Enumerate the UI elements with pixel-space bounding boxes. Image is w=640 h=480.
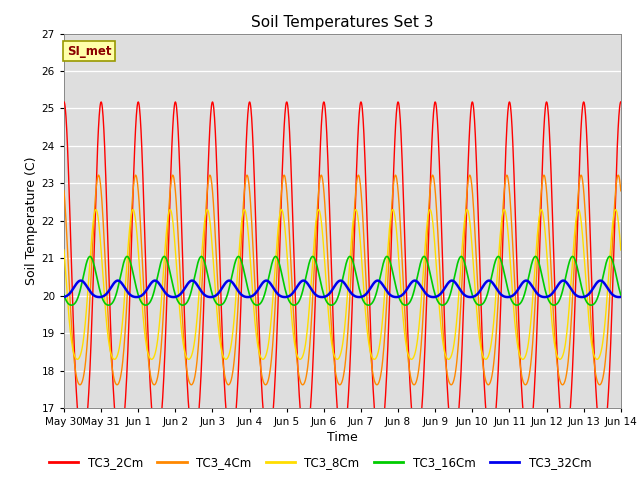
TC3_8Cm [170,233,178,239]
TC3_2Cm [184,397,192,403]
Line: TC3_2Cm: TC3_2Cm [64,102,621,439]
TC3_2Cm [246,102,254,108]
TC3_4Cm [552,342,559,348]
TC3_4Cm [170,178,178,183]
TC3_32Cm [429,294,437,300]
TC3_4Cm [247,206,255,212]
TC3_16Cm [247,296,255,301]
Title: Soil Temperatures Set 3: Soil Temperatures Set 3 [251,15,434,30]
TC3_8Cm [371,357,378,362]
TC3_8Cm [184,356,191,362]
Line: TC3_16Cm: TC3_16Cm [64,256,621,305]
TC3_4Cm [225,382,232,388]
TC3_4Cm [206,172,214,178]
TC3_8Cm [389,207,397,213]
Text: SI_met: SI_met [67,45,111,58]
TC3_32Cm [247,294,255,300]
Line: TC3_32Cm: TC3_32Cm [64,281,621,297]
TC3_16Cm [617,292,625,298]
TC3_16Cm [171,290,179,296]
TC3_4Cm [429,174,437,180]
TC3_32Cm [184,280,192,286]
X-axis label: Time: Time [327,431,358,444]
TC3_2Cm [171,101,179,107]
TC3_4Cm [502,173,510,179]
TC3_16Cm [552,302,559,308]
TC3_32Cm [171,294,179,300]
TC3_2Cm [60,99,68,105]
Line: TC3_4Cm: TC3_4Cm [64,175,621,385]
TC3_32Cm [552,286,559,292]
TC3_16Cm [185,297,193,302]
TC3_8Cm [617,247,625,253]
TC3_16Cm [179,302,187,308]
TC3_4Cm [60,188,68,194]
TC3_16Cm [429,286,437,292]
TC3_4Cm [617,188,625,194]
TC3_8Cm [502,214,510,219]
TC3_32Cm [170,294,177,300]
TC3_16Cm [60,292,68,298]
TC3_2Cm [79,436,86,442]
TC3_2Cm [617,99,625,105]
TC3_4Cm [184,374,191,380]
TC3_8Cm [552,347,559,352]
TC3_8Cm [246,254,254,260]
TC3_8Cm [60,247,68,253]
Y-axis label: Soil Temperature (C): Soil Temperature (C) [24,156,38,285]
Line: TC3_8Cm: TC3_8Cm [64,210,621,360]
TC3_32Cm [617,294,625,300]
TC3_2Cm [429,115,437,121]
TC3_16Cm [502,279,510,285]
TC3_32Cm [188,278,196,284]
TC3_16Cm [161,253,168,259]
TC3_32Cm [502,294,510,300]
TC3_8Cm [429,227,437,232]
TC3_2Cm [551,294,559,300]
Legend: TC3_2Cm, TC3_4Cm, TC3_8Cm, TC3_16Cm, TC3_32Cm: TC3_2Cm, TC3_4Cm, TC3_8Cm, TC3_16Cm, TC3… [44,452,596,474]
TC3_32Cm [60,294,68,300]
TC3_2Cm [502,145,509,151]
